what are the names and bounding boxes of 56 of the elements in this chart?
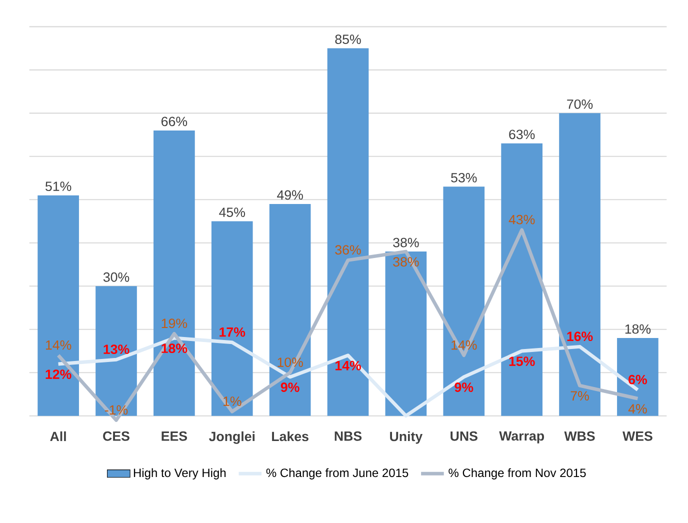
bar	[385, 252, 427, 416]
data-label: 45%	[219, 208, 246, 218]
data-label: 13%	[104, 344, 130, 354]
data-label: 49%	[277, 190, 303, 200]
data-label: 9%	[454, 382, 474, 392]
x-tick-label: Unity	[390, 432, 423, 444]
bar	[617, 338, 658, 416]
bar	[327, 48, 369, 416]
x-tick-label: NBS	[334, 432, 362, 441]
data-label: 7%	[570, 391, 589, 401]
data-label: 19%	[162, 318, 188, 328]
data-label: 10%	[278, 358, 303, 368]
data-label: 66%	[162, 116, 188, 126]
data-label: 18%	[625, 324, 651, 334]
x-tick-label: WBS	[564, 432, 595, 441]
data-label: 70%	[567, 100, 593, 110]
data-label: 36%	[335, 245, 361, 255]
data-label: 53%	[451, 173, 477, 183]
data-label: 30%	[103, 272, 130, 282]
legend-label: % Change from June 2015	[266, 468, 408, 480]
data-label: 18%	[162, 344, 188, 354]
data-label: 43%	[508, 215, 535, 224]
bar	[211, 221, 253, 416]
bar	[501, 144, 542, 416]
data-label: 1%	[224, 396, 242, 406]
bar	[443, 186, 485, 416]
data-label: 38%	[393, 238, 419, 248]
bar	[154, 130, 195, 416]
data-label: 51%	[46, 182, 72, 192]
data-label: 16%	[567, 332, 593, 342]
x-tick-label: Jonglei	[209, 432, 255, 444]
bar	[38, 195, 79, 416]
bar	[269, 204, 311, 416]
x-tick-label: CES	[103, 432, 130, 441]
x-tick-label: EES	[162, 432, 188, 441]
data-label: 17%	[220, 328, 246, 337]
x-tick-label: Lakes	[272, 432, 308, 442]
data-label: 12%	[46, 370, 72, 380]
bar	[559, 113, 600, 416]
data-label: 9%	[280, 382, 300, 392]
legend-label: % Change from Nov 2015	[448, 468, 586, 480]
data-label: 14%	[452, 340, 477, 350]
data-label: 14%	[46, 340, 72, 350]
legend-label: High to Very High	[134, 468, 226, 480]
data-label: 63%	[509, 130, 535, 140]
data-label: -1%	[104, 405, 128, 415]
x-tick-label: Warrap	[499, 432, 544, 444]
data-label: 4%	[628, 404, 647, 414]
bar	[96, 286, 137, 416]
x-tick-label: WES	[622, 432, 652, 441]
x-tick-label: UNS	[450, 432, 478, 441]
data-label: 15%	[509, 356, 535, 366]
data-label: 38%	[393, 257, 419, 267]
x-tick-label: All	[50, 432, 66, 442]
data-label: 6%	[628, 375, 647, 384]
data-label: 85%	[335, 34, 361, 44]
